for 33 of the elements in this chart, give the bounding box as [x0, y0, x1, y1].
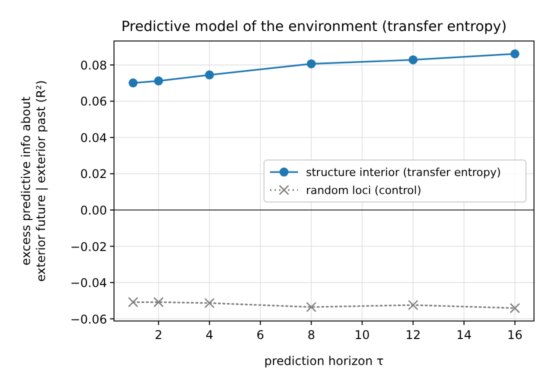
x-tick-label: 14: [456, 328, 472, 342]
y-axis-title: excess predictive info about exterior future | exterior past (R²): [19, 80, 48, 282]
y-tick-label: −0.02: [70, 240, 107, 254]
x-tick-label: 16: [507, 328, 523, 342]
point: [510, 49, 520, 58]
y-tick-label: −0.06: [70, 312, 107, 326]
y-tick-label: 0.02: [80, 167, 107, 182]
x-tick-label: 6: [256, 328, 264, 342]
point: [510, 302, 520, 314]
y-tick-label: −0.04: [70, 276, 107, 290]
chart-title: Predictive model of the environment (transfer entropy): [121, 19, 507, 35]
point: [204, 70, 214, 80]
x-tick-label: 8: [307, 328, 316, 342]
point: [128, 78, 138, 88]
x-axis-title: prediction horizon τ: [264, 354, 384, 368]
point: [306, 302, 316, 312]
legend-label: structure interior (transfer entropy): [306, 166, 501, 180]
point: [204, 298, 215, 308]
y-tick-label: 0.06: [80, 94, 107, 109]
point: [154, 76, 164, 86]
point: [306, 59, 316, 68]
point: [153, 296, 164, 308]
point: [128, 296, 138, 308]
legend-label: random loci (control): [306, 184, 422, 198]
y-tick-label: 0.00: [80, 204, 107, 218]
x-tick-label: 4: [206, 328, 214, 342]
x-tick-label: 2: [154, 328, 162, 342]
y-tick-label: 0.04: [80, 130, 107, 145]
x-tick-label: 10: [354, 328, 370, 342]
point: [408, 55, 418, 64]
y-tick-label: 0.08: [80, 58, 107, 72]
point: [408, 300, 418, 310]
x-tick-label: 12: [405, 328, 421, 342]
